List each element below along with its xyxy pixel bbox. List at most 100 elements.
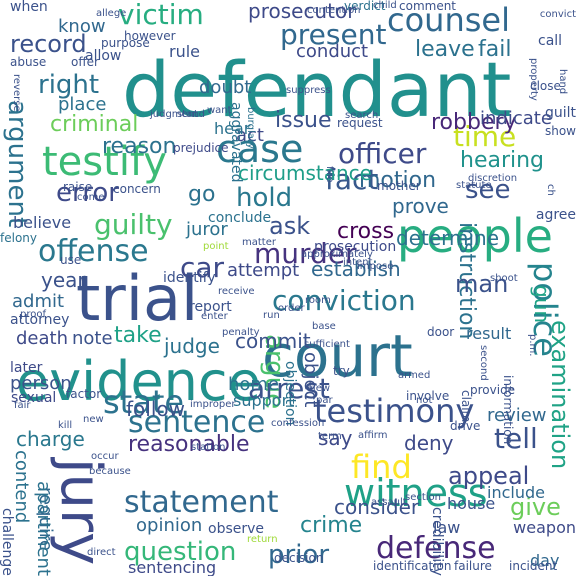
word-order: order bbox=[278, 303, 305, 314]
word-when: when bbox=[10, 0, 48, 15]
word-house: house bbox=[447, 494, 496, 513]
word-search: search bbox=[345, 110, 379, 121]
word-deny: deny bbox=[404, 431, 454, 455]
word-defense: defense bbox=[376, 531, 496, 566]
word-challenge: challenge bbox=[0, 508, 15, 576]
word-approximately: approximately bbox=[301, 249, 373, 260]
word-par: par bbox=[316, 395, 333, 406]
word-observe: observe bbox=[208, 521, 265, 537]
word-later: later bbox=[10, 360, 43, 376]
word-term: term bbox=[318, 431, 342, 442]
word-car: car bbox=[180, 251, 225, 284]
word-judge: judge bbox=[164, 334, 220, 358]
word-give: give bbox=[510, 493, 561, 521]
word-show: show bbox=[544, 124, 576, 138]
word-ask: ask bbox=[269, 212, 311, 240]
word-conclude: conclude bbox=[208, 210, 272, 226]
word-believe: believe bbox=[13, 213, 72, 232]
word-act: act bbox=[236, 125, 264, 146]
word-prosecutor: prosecutor bbox=[248, 0, 356, 23]
word-guilt: guilt bbox=[544, 105, 576, 121]
word-attempt: attempt bbox=[227, 260, 300, 281]
word-hold: hold bbox=[236, 183, 293, 213]
word-property: property bbox=[528, 58, 539, 101]
word-incident: incident bbox=[509, 559, 558, 573]
word-drive: drive bbox=[450, 419, 481, 433]
word-contention: contention bbox=[307, 5, 361, 16]
word-take: take bbox=[114, 323, 162, 348]
word-burglary: burglary bbox=[245, 107, 256, 149]
word-felony: felony bbox=[0, 231, 37, 245]
word-note: note bbox=[72, 328, 113, 349]
word-station: station bbox=[191, 442, 226, 453]
word-statement: statement bbox=[124, 485, 279, 520]
word-objection: objection bbox=[282, 361, 298, 426]
word-argument: argument bbox=[2, 100, 32, 228]
word-appeal: appeal bbox=[448, 462, 530, 490]
word-year: year bbox=[41, 268, 86, 292]
word-man: man bbox=[455, 270, 509, 298]
word-admit: admit bbox=[12, 291, 65, 312]
word-purpose: purpose bbox=[101, 36, 150, 50]
word-confession: confession bbox=[271, 418, 325, 429]
word-verdict: verdict bbox=[344, 0, 386, 13]
word-point: point bbox=[203, 241, 229, 252]
word-direct: direct bbox=[87, 547, 116, 558]
word-raise: raise bbox=[63, 180, 93, 194]
word-suppress: suppress bbox=[286, 85, 331, 96]
word-death: death bbox=[16, 328, 68, 349]
word-ch: ch bbox=[545, 184, 556, 196]
word-officer: officer bbox=[338, 137, 427, 170]
word-right: right bbox=[38, 70, 100, 100]
word-include: include bbox=[487, 483, 545, 502]
word-failure: failure bbox=[454, 559, 492, 573]
word-sufficient: sufficient bbox=[304, 339, 350, 350]
word-provide: provide bbox=[470, 383, 516, 397]
word-person: person bbox=[10, 373, 72, 394]
word-counsel: counsel bbox=[387, 1, 510, 39]
word-hand: hand bbox=[557, 69, 568, 95]
word-error: error bbox=[56, 178, 119, 208]
word-see: see bbox=[465, 175, 511, 205]
word-shoot: shoot bbox=[490, 273, 518, 284]
word-examination: examination bbox=[546, 320, 574, 470]
word-identify: identify bbox=[163, 270, 216, 286]
word-fair: fair bbox=[14, 400, 31, 411]
word-not: not bbox=[416, 395, 433, 406]
word-sentence: sentence bbox=[128, 405, 266, 440]
word-cross: cross bbox=[337, 219, 395, 244]
word-witness: witness bbox=[344, 471, 488, 515]
word-judgment: judgment bbox=[150, 109, 198, 120]
word-discretion: discretion bbox=[468, 173, 518, 184]
word-prior: prior bbox=[268, 540, 330, 570]
word-identification: identification bbox=[373, 559, 452, 573]
word-assault: assault bbox=[371, 497, 407, 508]
word-section: section bbox=[405, 492, 442, 503]
word-offense: offense bbox=[38, 234, 149, 269]
word-arrest: arrest bbox=[248, 372, 330, 405]
word-new: new bbox=[83, 414, 104, 425]
word-present: present bbox=[280, 18, 387, 51]
word-home: home bbox=[228, 374, 280, 395]
word-attorney: attorney bbox=[10, 312, 70, 328]
word-place: place bbox=[58, 94, 107, 115]
word-time: time bbox=[453, 120, 517, 153]
word-matter: matter bbox=[242, 237, 276, 248]
word-stand: stand bbox=[177, 109, 205, 120]
word-enter: enter bbox=[201, 311, 228, 322]
word-base: base bbox=[312, 321, 336, 332]
word-prove: prove bbox=[392, 194, 449, 218]
word-statute: statute bbox=[456, 180, 492, 191]
word-room: room bbox=[305, 295, 331, 306]
word-come: come bbox=[77, 192, 105, 203]
word-determine: determine bbox=[396, 226, 500, 250]
word-motion: motion bbox=[359, 168, 437, 193]
word-intent: intent bbox=[343, 257, 373, 268]
word-occur: occur bbox=[91, 451, 119, 462]
word-reason: reason bbox=[102, 134, 177, 159]
word-issue: issue bbox=[275, 108, 332, 133]
word-call: call bbox=[538, 33, 563, 49]
word-case: case bbox=[216, 127, 304, 171]
word-go: go bbox=[188, 182, 216, 207]
